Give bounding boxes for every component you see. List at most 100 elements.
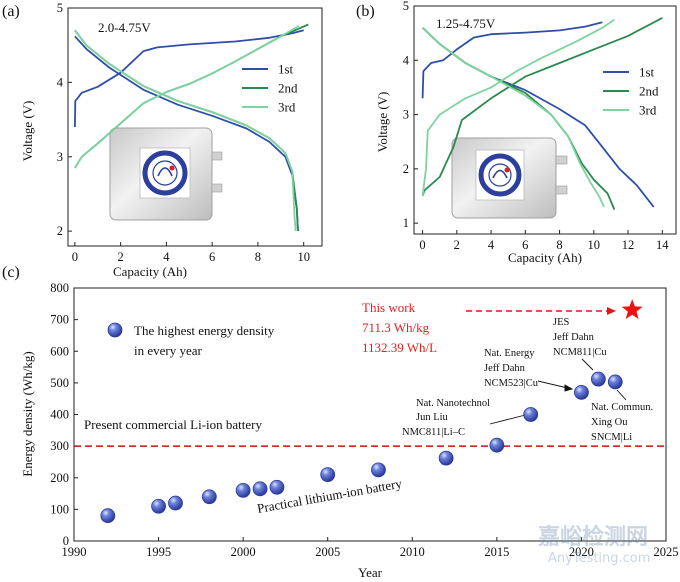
annotation-line: SNCM|Li	[591, 432, 632, 443]
x-tick-label: 2	[118, 250, 124, 264]
annotation-line: JES	[553, 317, 570, 328]
panel-a-label: (a)	[2, 3, 20, 20]
legend-label-2nd: 2nd	[639, 84, 659, 99]
data-point-2000	[235, 482, 251, 498]
annotation-line: Jeff Dahn	[484, 363, 526, 374]
x-tick-label: 1995	[146, 545, 171, 559]
panel-b-x-axis-label: Capacity (Ah)	[508, 250, 582, 265]
this-work-gravimetric: 711.3 Wh/kg	[362, 320, 430, 335]
y-tick-label: 3	[403, 108, 409, 122]
panel-c-label: (c)	[2, 264, 20, 281]
annotation-line: Nat. Energy	[484, 348, 535, 359]
panel-b-plot-frame	[413, 5, 677, 235]
y-tick-label: 200	[50, 471, 69, 485]
x-tick-label: 0	[72, 250, 78, 264]
x-tick-label: 4	[488, 238, 495, 252]
y-tick-label: 700	[50, 313, 69, 327]
annotation-jes: JES Jeff Dahn NCM811|Cu	[553, 317, 607, 358]
x-tick-label: 14	[656, 238, 669, 252]
panel-c-plot-frame	[73, 287, 667, 542]
data-point-2005	[320, 467, 336, 482]
watermark-cn: 嘉峪检测网	[538, 524, 648, 550]
x-tick-label: 2000	[231, 545, 256, 559]
annotation-line: Jun Liu	[416, 412, 449, 423]
x-tick-label: 12	[622, 238, 635, 252]
data-point-2001	[252, 481, 268, 497]
annotation-nat-nanotechnol: Nat. Nanotechnol Jun Liu NMC811|Li–C	[402, 398, 490, 438]
panel-a-range-label: 2.0-4.75V	[98, 20, 151, 35]
x-tick-label: 8	[556, 238, 562, 252]
data-point-2015	[489, 437, 505, 453]
x-tick-label: 2025	[654, 545, 679, 559]
pouch-cell-battery-photo	[109, 127, 223, 221]
x-tick-label: 10	[297, 250, 310, 264]
this-work-volumetric: 1132.39 Wh/L	[362, 340, 437, 355]
y-tick-label: 500	[50, 376, 69, 390]
panel-c-x-axis-label: Year	[358, 565, 383, 580]
data-point-2008	[371, 462, 386, 478]
x-tick-label: 10	[588, 238, 601, 252]
watermark-en: AnyTesting.com	[548, 551, 650, 566]
panel-b-label: (b)	[356, 3, 375, 20]
panel-b-legend: 1st 2nd 3rd	[603, 65, 659, 118]
y-tick-label: 5	[57, 1, 63, 15]
y-tick-label: 4	[57, 75, 64, 89]
panel-a-x-axis-label: Capacity (Ah)	[113, 264, 187, 279]
annotation-line: NCM523|Cu	[484, 378, 539, 389]
panel-a-legend: 1st 2nd 3rd	[242, 62, 298, 115]
series-1st-charge-line	[74, 29, 304, 128]
y-tick-label: 4	[403, 53, 410, 67]
x-tick-label: 2005	[315, 545, 340, 559]
series-1st-charge-line	[421, 21, 603, 99]
x-tick-label: 2015	[484, 545, 509, 559]
legend-line-2: in every year	[134, 343, 203, 358]
data-point-2017	[523, 407, 539, 422]
legend-label-2nd: 2nd	[278, 81, 298, 96]
x-tick-label: 0	[419, 238, 425, 252]
y-tick-label: 400	[50, 408, 69, 422]
data-point-1996	[168, 495, 183, 511]
x-tick-label: 2020	[569, 545, 594, 559]
data-point-2020	[574, 384, 589, 400]
panel-c-legend: The highest energy density in every year	[107, 322, 275, 358]
panel-a-y-axis-label: Voltage (V)	[20, 101, 35, 162]
legend-label-3rd: 3rd	[278, 100, 296, 115]
data-point-2021	[590, 371, 606, 387]
panel-b-range-label: 1.25-4.75V	[436, 16, 496, 31]
annotation-line: Xing Ou	[591, 417, 628, 428]
this-work-star	[621, 299, 643, 319]
y-tick-label: 2	[57, 224, 63, 238]
x-tick-label: 6	[522, 238, 528, 252]
anytesting-watermark: 嘉峪检测网 AnyTesting.com	[538, 524, 650, 566]
arrow-jes	[581, 358, 594, 371]
data-point-2002	[269, 479, 285, 495]
data-point-1995	[151, 498, 166, 514]
panel-c-data-points	[100, 371, 623, 524]
annotation-line: Jeff Dahn	[553, 332, 595, 343]
data-point-2012	[438, 450, 454, 466]
this-work-star-marker	[621, 299, 643, 319]
panel-a-series-lines	[74, 23, 309, 232]
this-work-arrow	[466, 307, 616, 315]
legend-line-1: The highest energy density	[134, 323, 275, 338]
series-3rd-discharge-line	[74, 29, 297, 232]
x-tick-label: 2010	[400, 545, 425, 559]
panel-b-y-axis-label: Voltage (V)	[375, 92, 390, 153]
legend-marker	[107, 322, 123, 338]
series-3rd-charge-line	[421, 18, 615, 197]
panel-a-y-ticks: 2 3 4 5	[57, 1, 72, 238]
pouch-cell-battery-photo	[451, 137, 568, 219]
y-tick-label: 600	[50, 344, 69, 358]
this-work-annotation: This work 711.3 Wh/kg 1132.39 Wh/L	[362, 300, 437, 355]
annotation-line: NMC811|Li–C	[402, 427, 465, 438]
series-3rd-charge-line	[74, 25, 300, 169]
x-tick-label: 8	[255, 250, 261, 264]
panel-b-y-ticks: 1 2 3 4 5	[403, 0, 418, 230]
legend-label-3rd: 3rd	[639, 103, 657, 118]
y-tick-label: 0	[63, 534, 69, 548]
reference-line-label: Present commercial Li-ion battery	[84, 417, 262, 432]
arrow-nat-commun	[616, 389, 627, 401]
